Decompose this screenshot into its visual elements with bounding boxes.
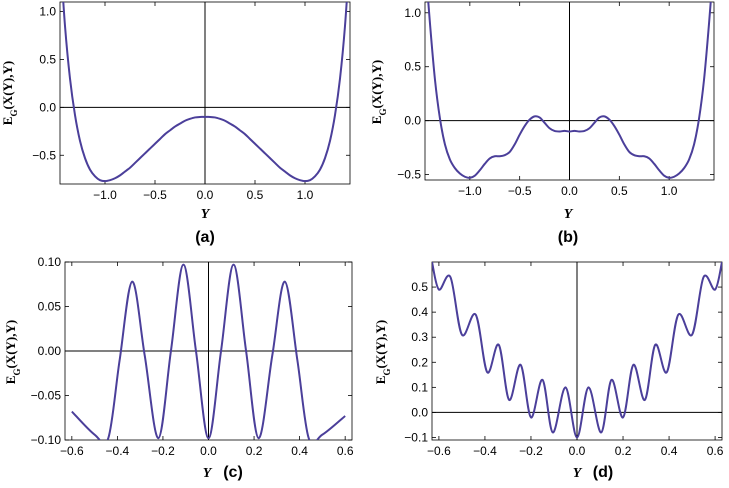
x-tick-label: −0.2 <box>519 444 543 458</box>
x-axis-label: Y <box>203 466 213 481</box>
y-tick-label: 0.0 <box>411 405 428 419</box>
y-tick-label: 0.05 <box>38 300 62 314</box>
y-tick-label: 0.2 <box>411 355 428 369</box>
x-tick-label: −0.5 <box>508 184 532 198</box>
x-tick-label: 0.2 <box>246 444 263 458</box>
y-tick-label: −0.10 <box>31 433 62 447</box>
x-axis-label: Y <box>564 207 574 222</box>
x-tick-label: −1.0 <box>458 184 482 198</box>
y-tick-label: −0.05 <box>31 389 62 403</box>
x-tick-label: 0.0 <box>561 184 578 198</box>
panel-c: EG(X(Y),Y) Y (c) −0.6 −0.4 −0.2 0.0 0.2 0.4 0.… <box>3 255 354 481</box>
x-tick-label: −0.5 <box>143 188 167 202</box>
x-tick-label: 1.0 <box>297 188 314 202</box>
y-tick-label: −0.1 <box>404 430 428 444</box>
x-tick-label: 0.6 <box>707 444 724 458</box>
panel-label: (a) <box>195 229 215 246</box>
x-tick-label: −0.2 <box>151 444 175 458</box>
y-tick-label: 1.0 <box>404 6 421 20</box>
panel-label: (b) <box>558 229 578 246</box>
panel-label: (c) <box>223 464 243 481</box>
x-axis-label: Y <box>201 207 211 222</box>
x-tick-label: 0.4 <box>291 444 308 458</box>
x-tick-label: −1.0 <box>93 188 117 202</box>
series-line <box>432 262 722 439</box>
y-tick-label: 0.5 <box>404 60 421 74</box>
series-line <box>62 2 348 183</box>
x-tick-label: −0.6 <box>60 444 84 458</box>
y-tick-label: 0.1 <box>411 380 428 394</box>
y-tick-label: −0.5 <box>397 168 421 182</box>
y-tick-label: 0.5 <box>39 52 56 66</box>
series-line <box>427 2 712 179</box>
x-tick-label: 1.0 <box>661 184 678 198</box>
y-axis-label: EG(X(Y),Y) <box>3 320 22 384</box>
y-tick-label: 0.5 <box>411 280 428 294</box>
x-tick-label: −0.4 <box>473 444 497 458</box>
series-line <box>71 263 346 440</box>
x-tick-label: 0.0 <box>197 188 214 202</box>
x-tick-label: 0.6 <box>337 444 354 458</box>
y-tick-label: −0.5 <box>32 148 56 162</box>
x-tick-label: 0.5 <box>611 184 628 198</box>
panel-b: EG(X(Y),Y) Y (b) −1.0 −0.5 0.0 0.5 1.0 −0.5 0.… <box>369 1 715 246</box>
y-axis-label: EG(X(Y),Y) <box>373 320 392 384</box>
y-axis-label: EG(X(Y),Y) <box>0 61 19 125</box>
x-tick-label: 0.0 <box>569 444 586 458</box>
x-tick-label: 0.5 <box>247 188 264 202</box>
y-tick-label: 1.0 <box>39 5 56 19</box>
x-tick-label: −0.4 <box>106 444 130 458</box>
y-axis-label: EG(X(Y),Y) <box>369 60 388 124</box>
panel-d: EG(X(Y),Y) Y (d) −0.6 −0.4 −0.2 0.0 0.2 0.4 0.… <box>373 261 724 481</box>
y-tick-label: 0.0 <box>404 114 421 128</box>
y-tick-label: 0.0 <box>39 100 56 114</box>
panel-a: EG(X(Y),Y) Y (a) −1.0 −0.5 0.0 0.5 1.0 −0.5 0.… <box>0 1 351 246</box>
x-tick-label: 0.2 <box>615 444 632 458</box>
x-axis-label: Y <box>573 466 583 481</box>
y-tick-label: 0.4 <box>411 305 428 319</box>
x-tick-label: 0.4 <box>661 444 678 458</box>
x-tick-label: −0.6 <box>427 444 451 458</box>
y-tick-label: 0.00 <box>38 344 62 358</box>
x-tick-label: 0.0 <box>200 444 217 458</box>
panel-label: (d) <box>593 464 613 481</box>
y-tick-label: 0.3 <box>411 330 428 344</box>
y-tick-label: 0.10 <box>38 255 62 269</box>
